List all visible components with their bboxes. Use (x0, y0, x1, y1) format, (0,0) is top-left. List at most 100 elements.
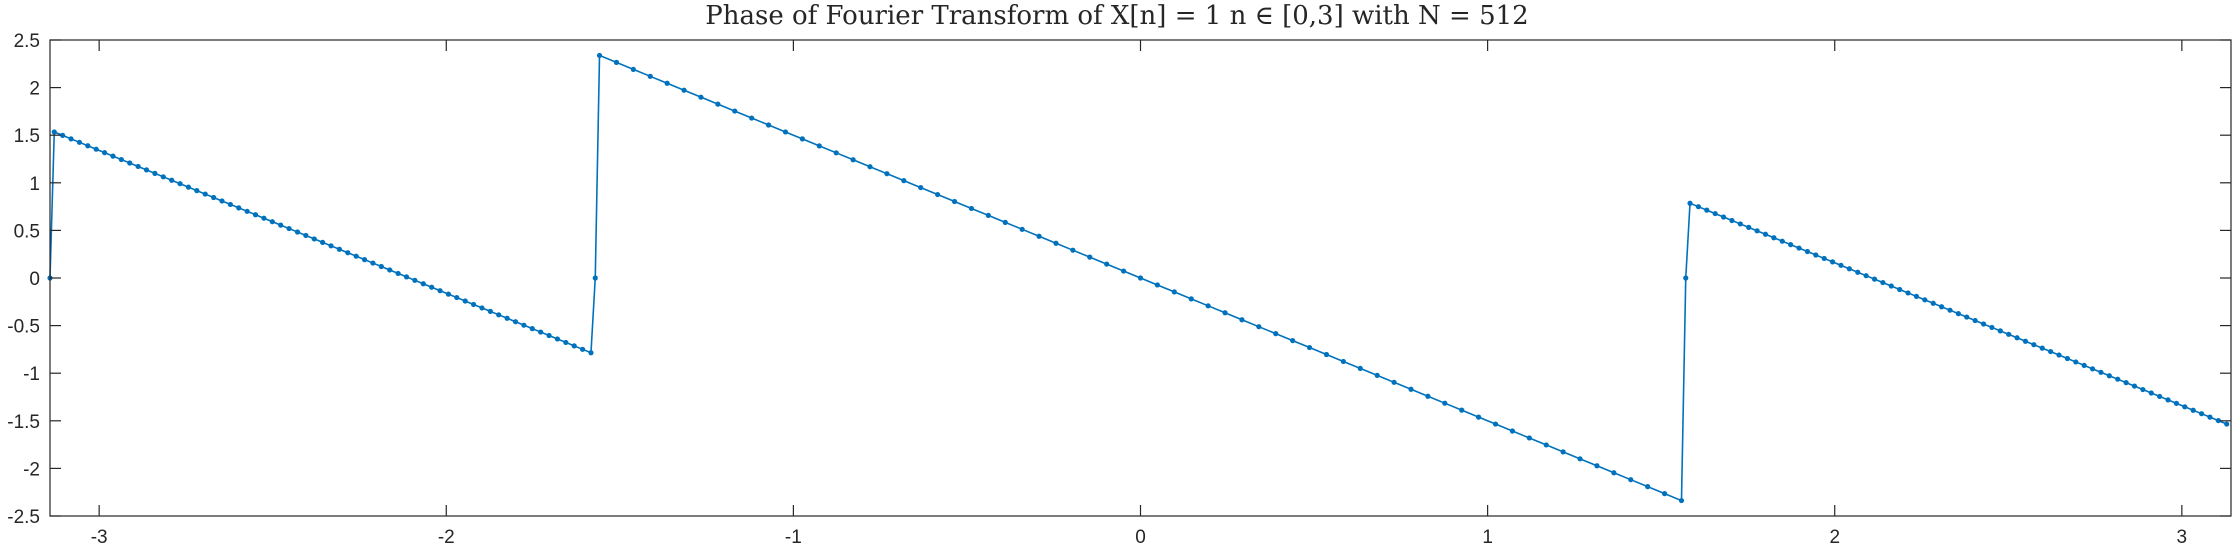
data-point (202, 191, 208, 197)
data-point (2224, 421, 2230, 427)
data-point (395, 270, 401, 277)
data-point (51, 129, 57, 135)
data-point (1863, 273, 1869, 279)
data-point (269, 219, 275, 225)
data-point (1964, 314, 1970, 320)
chart-title: Phase of Fourier Transform of X[n] = 1 n… (705, 1, 1528, 31)
data-point (1543, 442, 1549, 448)
data-point (236, 205, 242, 211)
data-point (1972, 317, 1978, 324)
data-point (765, 122, 772, 128)
data-point (1683, 275, 1689, 281)
data-point (816, 143, 822, 149)
data-point (2056, 352, 2062, 358)
data-point (596, 52, 603, 59)
data-point (2089, 366, 2096, 372)
data-point (2165, 397, 2171, 403)
data-point (833, 150, 839, 156)
data-point (1712, 210, 1718, 217)
data-point (403, 274, 410, 280)
data-point (1560, 449, 1566, 455)
data-point (1871, 276, 1878, 282)
data-point (487, 308, 493, 314)
data-point (93, 146, 99, 152)
data-point (1687, 200, 1693, 206)
data-point (361, 257, 368, 263)
data-point (1036, 233, 1042, 239)
x-tick-label: 3 (2177, 527, 2188, 548)
x-tick-label: 1 (1482, 527, 1493, 548)
data-point (571, 343, 577, 349)
data-point (664, 80, 670, 86)
data-point (1577, 456, 1583, 462)
data-point (2115, 376, 2121, 382)
y-tick-label: -0.5 (7, 317, 40, 338)
data-point (521, 322, 527, 328)
data-point (1930, 300, 1936, 306)
data-point (918, 184, 924, 191)
data-point (143, 167, 150, 173)
data-point (135, 163, 141, 170)
data-point (1222, 310, 1228, 316)
data-point (320, 239, 326, 245)
x-tick-label: -2 (438, 527, 455, 548)
data-point (1628, 477, 1634, 483)
data-point (1070, 247, 1076, 253)
data-point (1661, 491, 1668, 497)
data-point (1737, 221, 1743, 227)
data-point (884, 171, 890, 177)
data-point (1821, 255, 1827, 262)
x-tick-label: 2 (1829, 527, 1840, 548)
data-point (1306, 344, 1313, 351)
data-point (2148, 390, 2154, 396)
data-point (1137, 275, 1144, 281)
data-point (1897, 286, 1903, 293)
data-point (1154, 282, 1161, 288)
data-point (2081, 362, 2087, 368)
data-point (588, 350, 594, 356)
data-point (799, 136, 805, 142)
data-point (563, 339, 569, 346)
data-point (630, 66, 636, 72)
data-point (2014, 335, 2020, 341)
data-point (2198, 411, 2205, 417)
data-point (1645, 484, 1651, 490)
data-point (454, 294, 460, 301)
data-point (252, 212, 259, 218)
y-tick-label: 0.5 (14, 221, 40, 242)
data-point (613, 59, 620, 65)
data-point (68, 136, 74, 142)
data-point (1053, 240, 1059, 246)
data-point (1357, 365, 1363, 372)
data-point (1492, 421, 1499, 427)
data-point (76, 139, 83, 145)
data-point (592, 275, 598, 281)
data-point (1459, 407, 1465, 413)
data-point (2098, 369, 2104, 375)
data-point (470, 301, 477, 308)
data-point (227, 201, 233, 208)
data-point (244, 208, 250, 214)
data-point (554, 336, 561, 342)
y-tick-label: 1.5 (14, 126, 40, 147)
data-point (2182, 404, 2188, 410)
data-point (1509, 428, 1516, 434)
data-point (1695, 204, 1702, 210)
data-point (1813, 252, 1819, 258)
data-point (101, 150, 108, 156)
data-point (445, 291, 452, 297)
data-point (512, 319, 519, 325)
data-point (1888, 283, 1894, 289)
data-point (529, 326, 535, 332)
data-point (2073, 359, 2079, 365)
data-point (1323, 351, 1330, 358)
data-point (715, 101, 721, 107)
data-point (749, 115, 755, 121)
data-point (782, 129, 789, 135)
data-point (1720, 214, 1727, 220)
data-point (1256, 324, 1262, 330)
data-point (1526, 435, 1532, 441)
data-point (1188, 296, 1194, 302)
data-point (2006, 331, 2012, 337)
